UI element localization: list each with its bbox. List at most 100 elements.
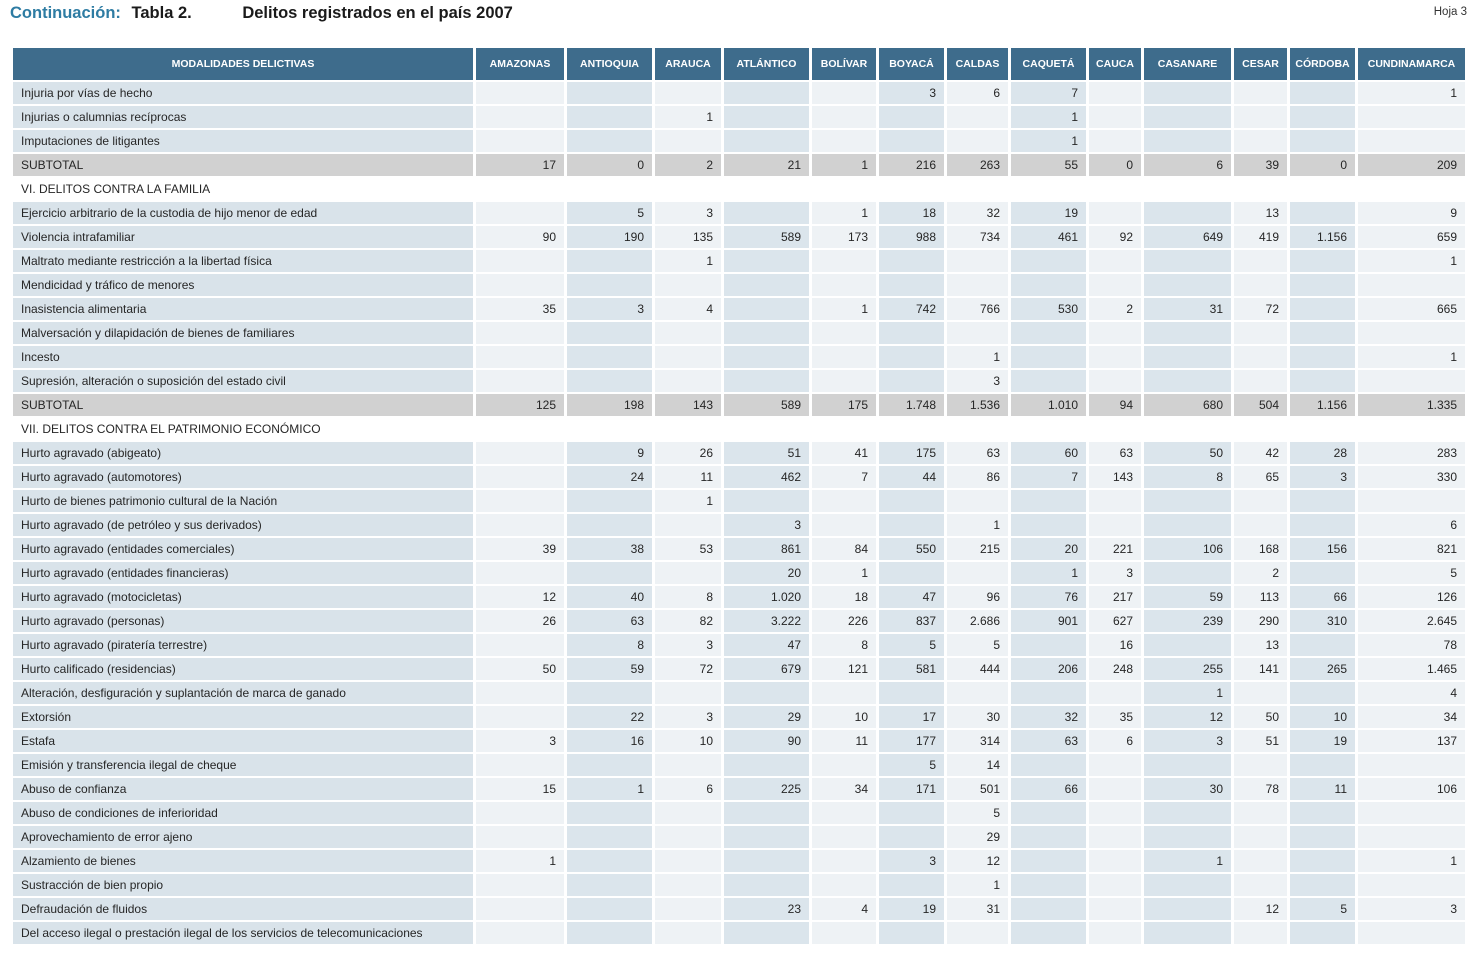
cell bbox=[1089, 802, 1141, 824]
cell bbox=[1234, 754, 1287, 776]
cell: 1 bbox=[947, 514, 1008, 536]
cell bbox=[1234, 490, 1287, 512]
cell: 17 bbox=[476, 154, 564, 176]
cell: 627 bbox=[1089, 610, 1141, 632]
cell bbox=[1144, 82, 1231, 104]
cell bbox=[1290, 922, 1355, 944]
cell: 50 bbox=[1144, 442, 1231, 464]
cell: 19 bbox=[879, 898, 944, 920]
row-label: Hurto agravado (de petróleo y sus deriva… bbox=[13, 514, 473, 536]
cell: 40 bbox=[567, 586, 652, 608]
row-label: Incesto bbox=[13, 346, 473, 368]
table-row: Injuria por vías de hecho 3 6 7 1 bbox=[13, 82, 1465, 104]
cell bbox=[1144, 754, 1231, 776]
cell bbox=[1011, 682, 1086, 704]
cell bbox=[1089, 490, 1141, 512]
cell: 55 bbox=[1011, 154, 1086, 176]
cell bbox=[724, 682, 809, 704]
cell bbox=[1234, 922, 1287, 944]
cell bbox=[1234, 874, 1287, 896]
cell: 3 bbox=[476, 730, 564, 752]
cell bbox=[655, 850, 721, 872]
cell bbox=[1290, 130, 1355, 152]
cell: 1.465 bbox=[1358, 658, 1465, 680]
cell: 11 bbox=[812, 730, 876, 752]
cell: 1 bbox=[1358, 346, 1465, 368]
cell: 5 bbox=[947, 802, 1008, 824]
cell: 3 bbox=[1358, 898, 1465, 920]
cell: 39 bbox=[1234, 154, 1287, 176]
cell bbox=[947, 922, 1008, 944]
row-label: Violencia intrafamiliar bbox=[13, 226, 473, 248]
cell bbox=[655, 346, 721, 368]
column-header-department: CAUCA bbox=[1089, 48, 1141, 80]
cell: 29 bbox=[947, 826, 1008, 848]
cell bbox=[1290, 850, 1355, 872]
cell: 861 bbox=[724, 538, 809, 560]
cell: 10 bbox=[812, 706, 876, 728]
table-row: Mendicidad y tráfico de menores bbox=[13, 274, 1465, 296]
cell bbox=[567, 106, 652, 128]
cell bbox=[1011, 514, 1086, 536]
cell bbox=[1011, 898, 1086, 920]
cell: 9 bbox=[1358, 202, 1465, 224]
cell: 330 bbox=[1358, 466, 1465, 488]
cell bbox=[1290, 634, 1355, 656]
cell: 461 bbox=[1011, 226, 1086, 248]
row-label: Hurto agravado (entidades financieras) bbox=[13, 562, 473, 584]
table-row: Del acceso ilegal o prestación ilegal de… bbox=[13, 922, 1465, 944]
cell: 5 bbox=[1358, 562, 1465, 584]
cell bbox=[1234, 82, 1287, 104]
cell bbox=[1234, 274, 1287, 296]
cell: 20 bbox=[724, 562, 809, 584]
cell: 216 bbox=[879, 154, 944, 176]
cell bbox=[879, 370, 944, 392]
cell: 12 bbox=[947, 850, 1008, 872]
cell bbox=[724, 490, 809, 512]
cell bbox=[476, 466, 564, 488]
cell: 32 bbox=[1011, 706, 1086, 728]
cell: 76 bbox=[1011, 586, 1086, 608]
cell bbox=[879, 562, 944, 584]
cell: 17 bbox=[879, 706, 944, 728]
cell: 1.156 bbox=[1290, 226, 1355, 248]
cell bbox=[567, 754, 652, 776]
cell bbox=[567, 850, 652, 872]
cell bbox=[567, 130, 652, 152]
cell bbox=[1234, 682, 1287, 704]
cell bbox=[947, 250, 1008, 272]
cell: 1 bbox=[476, 850, 564, 872]
section-row: VI. DELITOS CONTRA LA FAMILIA bbox=[13, 178, 1465, 200]
cell: 78 bbox=[1358, 634, 1465, 656]
cell: 1 bbox=[567, 778, 652, 800]
table-row: Hurto agravado (motocicletas) 12 40 8 1.020 1… bbox=[13, 586, 1465, 608]
cell: 589 bbox=[724, 226, 809, 248]
cell bbox=[1011, 490, 1086, 512]
section-label: VII. DELITOS CONTRA EL PATRIMONIO ECONÓM… bbox=[13, 418, 1465, 440]
cell bbox=[476, 274, 564, 296]
cell: 7 bbox=[1011, 466, 1086, 488]
cell: 63 bbox=[567, 610, 652, 632]
row-label: Defraudación de fluidos bbox=[13, 898, 473, 920]
cell: 742 bbox=[879, 298, 944, 320]
cell: 1 bbox=[947, 874, 1008, 896]
cell: 47 bbox=[879, 586, 944, 608]
row-label: Malversación y dilapidación de bienes de… bbox=[13, 322, 473, 344]
cell bbox=[476, 706, 564, 728]
cell bbox=[1358, 322, 1465, 344]
cell bbox=[1011, 322, 1086, 344]
cell bbox=[655, 514, 721, 536]
cell bbox=[1290, 106, 1355, 128]
cell bbox=[1234, 850, 1287, 872]
cell bbox=[1144, 490, 1231, 512]
table-row: Hurto de bienes patrimonio cultural de l… bbox=[13, 490, 1465, 512]
table-row: Imputaciones de litigantes 1 bbox=[13, 130, 1465, 152]
cell: 14 bbox=[947, 754, 1008, 776]
cell: 66 bbox=[1290, 586, 1355, 608]
cell: 3 bbox=[1144, 730, 1231, 752]
cell: 265 bbox=[1290, 658, 1355, 680]
cell: 15 bbox=[476, 778, 564, 800]
table-row: Estafa 3 16 10 90 11 177 314 63 6 3 51 19 137 bbox=[13, 730, 1465, 752]
cell: 7 bbox=[1011, 82, 1086, 104]
row-label: SUBTOTAL bbox=[13, 154, 473, 176]
